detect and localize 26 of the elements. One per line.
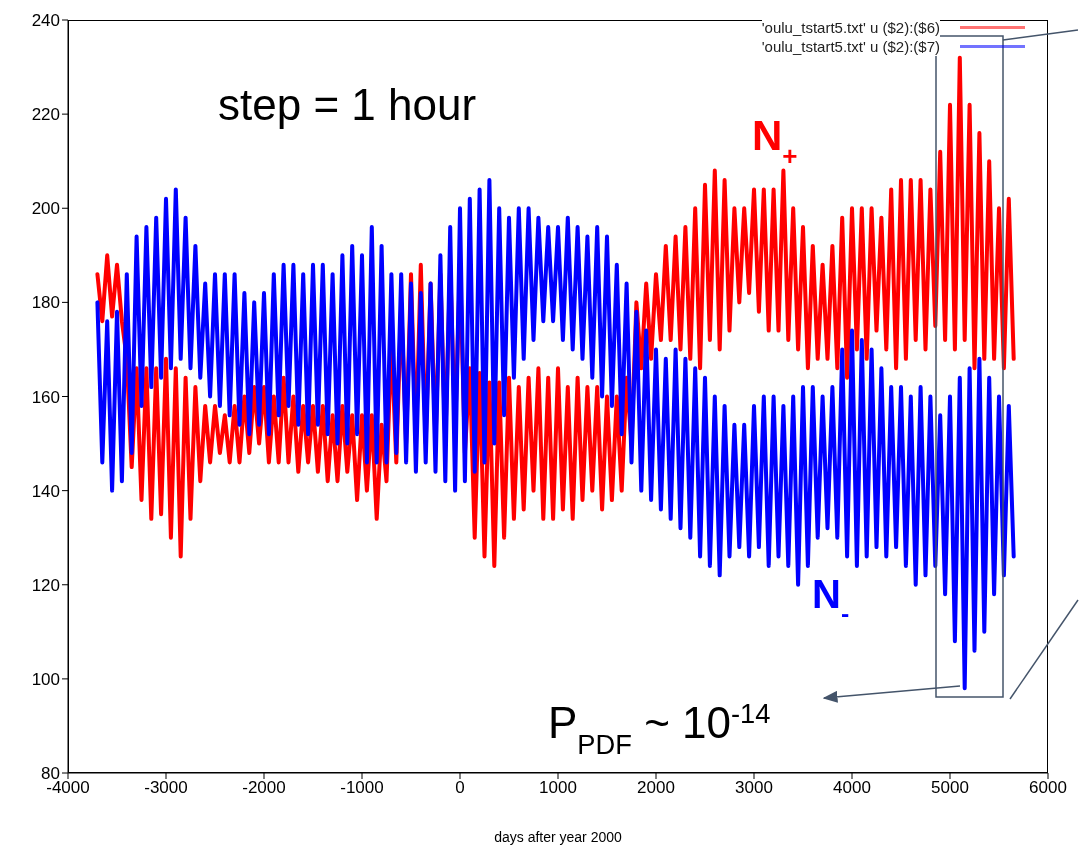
- y-tick-label: 180: [31, 293, 60, 313]
- x-tick-label: 2000: [637, 778, 675, 798]
- annotation: step = 1 hour: [218, 80, 477, 129]
- y-tick-label: 160: [31, 387, 60, 407]
- y-tick-label: 240: [31, 11, 60, 31]
- x-tick-label: 3000: [735, 778, 773, 798]
- x-tick-label: 1000: [539, 778, 577, 798]
- x-tick-label: 5000: [931, 778, 969, 798]
- y-tick-label: 100: [31, 669, 60, 689]
- y-tick-label: 220: [31, 105, 60, 125]
- x-tick-label: -2000: [242, 778, 286, 798]
- x-tick-label: 4000: [833, 778, 871, 798]
- y-tick-label: 120: [31, 575, 60, 595]
- x-tick-label: 0: [455, 778, 465, 798]
- annotation: N$_{-}$: [812, 572, 850, 627]
- line-series: [95, 178, 1016, 691]
- annotation: N$_{+}$: [752, 112, 798, 171]
- x-tick-label: 6000: [1029, 778, 1067, 798]
- y-tick-label: 200: [31, 199, 60, 219]
- x-axis-title: days after year 2000: [494, 829, 623, 845]
- legend-label: 'oulu_tstart5.txt' u ($2):($7): [761, 37, 940, 56]
- y-tick-label: 140: [31, 481, 60, 501]
- x-tick-label: -3000: [144, 778, 188, 798]
- annotation: P$_{PDF}$ ~ 10$^{-14}$: [548, 697, 771, 760]
- legend-label: 'oulu_tstart5.txt' u ($2):($6): [761, 18, 940, 37]
- x-tick-label: -1000: [340, 778, 384, 798]
